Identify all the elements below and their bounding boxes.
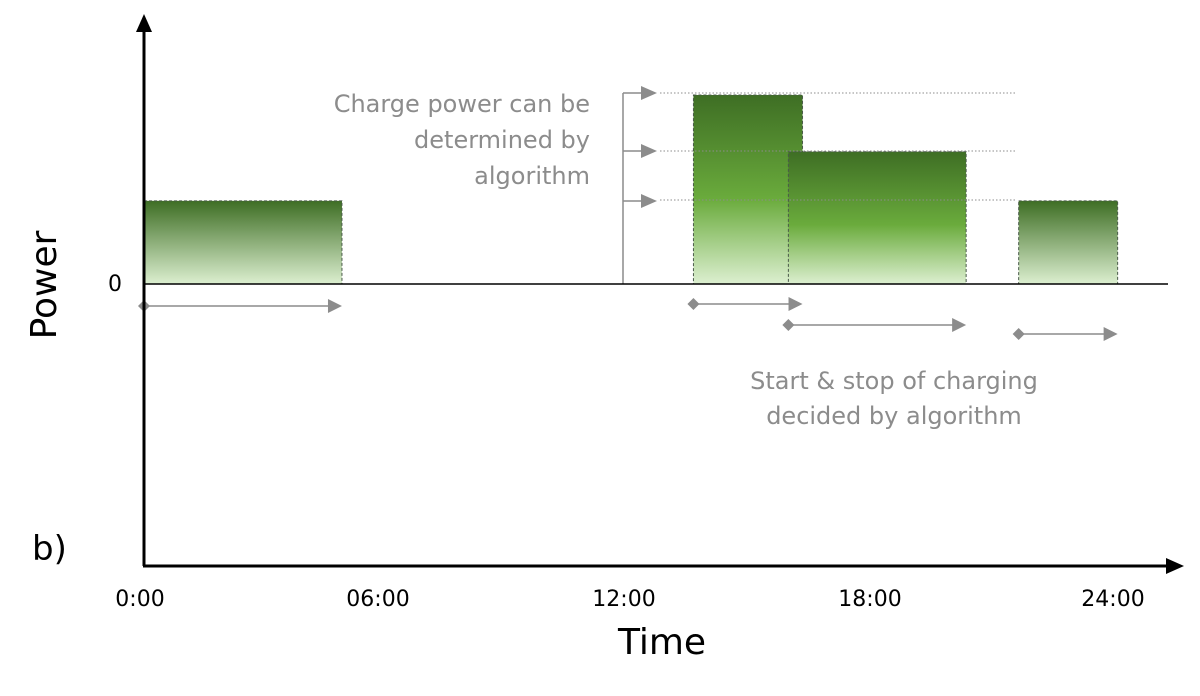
charging-block — [787, 151, 967, 285]
y-axis-arrowhead — [136, 14, 152, 32]
time-window-arrow — [138, 299, 342, 313]
x-tick-label: 0:00 — [115, 587, 164, 612]
timing-annotation-line: decided by algorithm — [766, 402, 1022, 430]
x-tick-labels: 0:00 06:00 12:00 18:00 24:00 — [115, 587, 1144, 612]
start-diamond — [782, 319, 795, 331]
y-axis-label: Power — [24, 230, 65, 339]
charging-blocks — [143, 94, 1119, 285]
axes — [136, 14, 1184, 574]
time-window-arrow — [687, 297, 803, 311]
timing-annotation-line: Start & stop of charging — [750, 367, 1038, 395]
x-tick-label: 06:00 — [346, 587, 409, 612]
x-axis-arrowhead — [1166, 558, 1184, 574]
power-annotation: Charge power can be determined by algori… — [334, 90, 590, 190]
end-arrowhead — [327, 299, 342, 313]
end-arrowhead — [788, 297, 803, 311]
power-level-arrow-high — [641, 86, 657, 100]
charging-block — [143, 200, 343, 285]
power-level-arrow-mid — [641, 144, 657, 158]
x-tick-label: 12:00 — [592, 587, 655, 612]
power-annotation-line: determined by — [414, 126, 590, 154]
timing-annotation: Start & stop of charging decided by algo… — [750, 367, 1038, 430]
panel-label: b) — [32, 529, 67, 569]
time-window-arrow — [1012, 327, 1118, 341]
power-level-guides — [622, 86, 1015, 284]
power-annotation-line: Charge power can be — [334, 90, 590, 118]
charging-block — [692, 94, 804, 285]
start-diamond — [1012, 328, 1025, 340]
power-level-arrow-low — [641, 194, 657, 208]
zero-label: 0 — [108, 272, 122, 297]
end-arrowhead — [952, 318, 967, 332]
x-axis-label: Time — [617, 622, 706, 663]
end-arrowhead — [1103, 327, 1118, 341]
power-annotation-line: algorithm — [474, 162, 590, 190]
time-window-arrows — [138, 297, 1118, 341]
charging-block — [1018, 200, 1119, 285]
start-diamond — [687, 298, 700, 310]
time-window-arrow — [782, 318, 967, 332]
x-tick-label: 18:00 — [838, 587, 901, 612]
x-tick-label: 24:00 — [1081, 587, 1144, 612]
